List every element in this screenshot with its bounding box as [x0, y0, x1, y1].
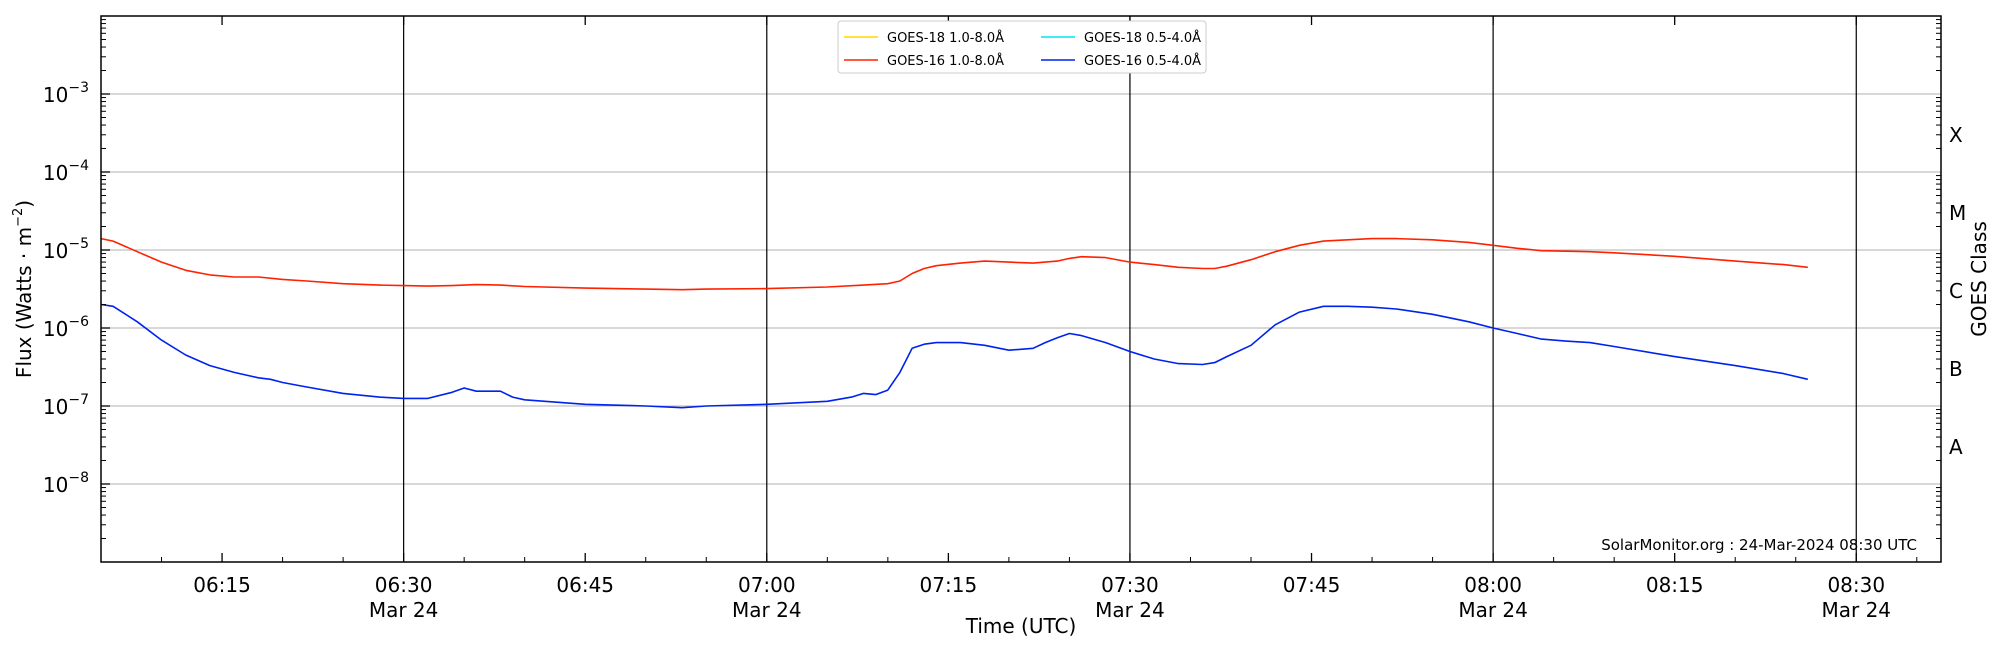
y-tick-exponent: −7: [68, 392, 89, 408]
plot-frame: [100, 15, 1942, 563]
y-axis-title-exponent: −2: [11, 208, 26, 227]
x-tick-label: 07:30: [1101, 573, 1159, 597]
series-line: [100, 237, 1808, 291]
goes-class-axis-title: GOES Class: [1967, 221, 1991, 337]
y-tick-base: 10: [43, 395, 68, 419]
x-tick-date-label: Mar 24: [369, 598, 439, 622]
y-tick-base: 10: [43, 239, 68, 263]
y-tick-exponent: −6: [68, 314, 89, 330]
y-tick-exponent: −8: [68, 470, 89, 486]
legend-entry-label: GOES-18 1.0-8.0Å: [887, 30, 1004, 46]
y-axis-title: Flux (Watts · m−2): [11, 200, 36, 378]
x-tick-date-label: Mar 24: [732, 598, 802, 622]
y-tick-label: 10−4: [43, 158, 89, 185]
y-tick-label: 10−5: [43, 236, 89, 263]
y-tick-base: 10: [43, 317, 68, 341]
x-tick-label: 07:00: [738, 573, 796, 597]
x-tick-date-label: Mar 24: [1095, 598, 1165, 622]
x-tick-label: 07:45: [1283, 573, 1341, 597]
goes-class-label: X: [1949, 123, 1963, 147]
x-tick-label: 06:45: [556, 573, 614, 597]
goes-class-label: M: [1949, 201, 1966, 225]
y-tick-base: 10: [43, 83, 68, 107]
grid-layer: [101, 93, 1941, 485]
x-tick-date-label: Mar 24: [1458, 598, 1528, 622]
x-tick-date-label: Mar 24: [1821, 598, 1891, 622]
x-tick-label: 08:00: [1464, 573, 1522, 597]
tick-layer: [100, 16, 1941, 562]
series-layer: [100, 237, 1808, 409]
y-tick-exponent: −5: [68, 236, 89, 252]
goes-class-label: B: [1949, 357, 1963, 381]
series-line: [100, 303, 1808, 409]
y-tick-label: 10−7: [43, 392, 89, 419]
y-tick-base: 10: [43, 161, 68, 185]
x-tick-label: 08:30: [1827, 573, 1885, 597]
credit-text: SolarMonitor.org : 24-Mar-2024 08:30 UTC: [1601, 536, 1917, 554]
y-axis-title-main: Flux (Watts · m: [12, 227, 36, 378]
y-tick-exponent: −3: [68, 80, 89, 96]
goes-class-label: A: [1949, 435, 1963, 459]
x-tick-label: 06:30: [375, 573, 433, 597]
y-tick-label: 10−8: [43, 470, 89, 497]
y-tick-label: 10−6: [43, 314, 89, 341]
legend-entry-label: GOES-16 1.0-8.0Å: [887, 53, 1004, 69]
legend-entry-label: GOES-18 0.5-4.0Å: [1084, 30, 1201, 46]
x-tick-label: 08:15: [1646, 573, 1704, 597]
x-tick-label: 07:15: [920, 573, 978, 597]
x-tick-label: 06:15: [193, 573, 251, 597]
legend: GOES-18 1.0-8.0Å GOES-16 1.0-8.0Å GOES-18 …: [837, 20, 1207, 74]
legend-entry-label: GOES-16 0.5-4.0Å: [1084, 53, 1201, 69]
y-tick-exponent: −4: [68, 158, 89, 174]
y-tick-label: 10−3: [43, 80, 89, 107]
legend-box: [837, 20, 1207, 74]
y-tick-base: 10: [43, 473, 68, 497]
goes-class-label: C: [1949, 279, 1963, 303]
date-boundary-lines: [403, 16, 1857, 562]
y-axis-title-close: ): [12, 200, 36, 208]
x-axis-title: Time (UTC): [965, 614, 1077, 638]
